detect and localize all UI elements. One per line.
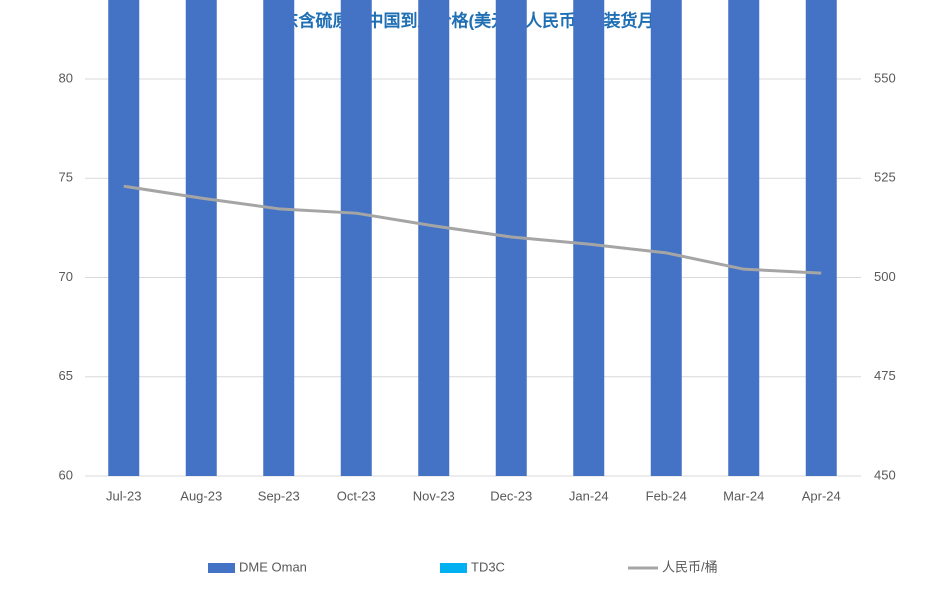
x-tick-label: Dec-23: [490, 488, 532, 503]
legend-swatch: [208, 563, 235, 573]
bar: [650, 0, 682, 476]
y2-tick-label: 525: [874, 170, 896, 185]
bar: [805, 0, 837, 476]
y2-tick-label: 550: [874, 70, 896, 85]
y2-tick-label: 475: [874, 368, 896, 383]
line: [123, 184, 822, 275]
legend-label: 人民币/桶: [662, 559, 718, 574]
x-tick-label: Jan-24: [569, 488, 609, 503]
x-tick-label: Oct-23: [337, 488, 376, 503]
y-tick-label: 65: [59, 368, 73, 383]
y-tick-label: 70: [59, 269, 73, 284]
legend-swatch: [440, 563, 467, 573]
y2-tick-label: 450: [874, 467, 896, 482]
x-tick-label: Sep-23: [258, 488, 300, 503]
x-tick-label: Jul-23: [106, 488, 141, 503]
bar: [108, 0, 140, 477]
bar: [263, 0, 295, 476]
legend-label: DME Oman: [239, 559, 307, 574]
x-tick-label: Mar-24: [723, 488, 764, 503]
bar: [418, 0, 450, 476]
chart-title: 中东含硫原油中国到岸价格(美元＆人民币) 按装货月份: [264, 10, 672, 30]
x-tick-label: Nov-23: [413, 488, 455, 503]
y2-tick-label: 500: [874, 269, 896, 284]
x-tick-label: Feb-24: [646, 488, 687, 503]
legend-label: TD3C: [471, 559, 505, 574]
x-tick-label: Aug-23: [180, 488, 222, 503]
y-tick-label: 75: [59, 170, 73, 185]
y-tick-label: 80: [59, 70, 73, 85]
y-tick-label: 60: [59, 467, 73, 482]
bar: [728, 0, 760, 477]
bar: [185, 0, 217, 476]
x-tick-label: Apr-24: [802, 488, 841, 503]
bar: [573, 0, 605, 476]
bar: [340, 0, 372, 476]
